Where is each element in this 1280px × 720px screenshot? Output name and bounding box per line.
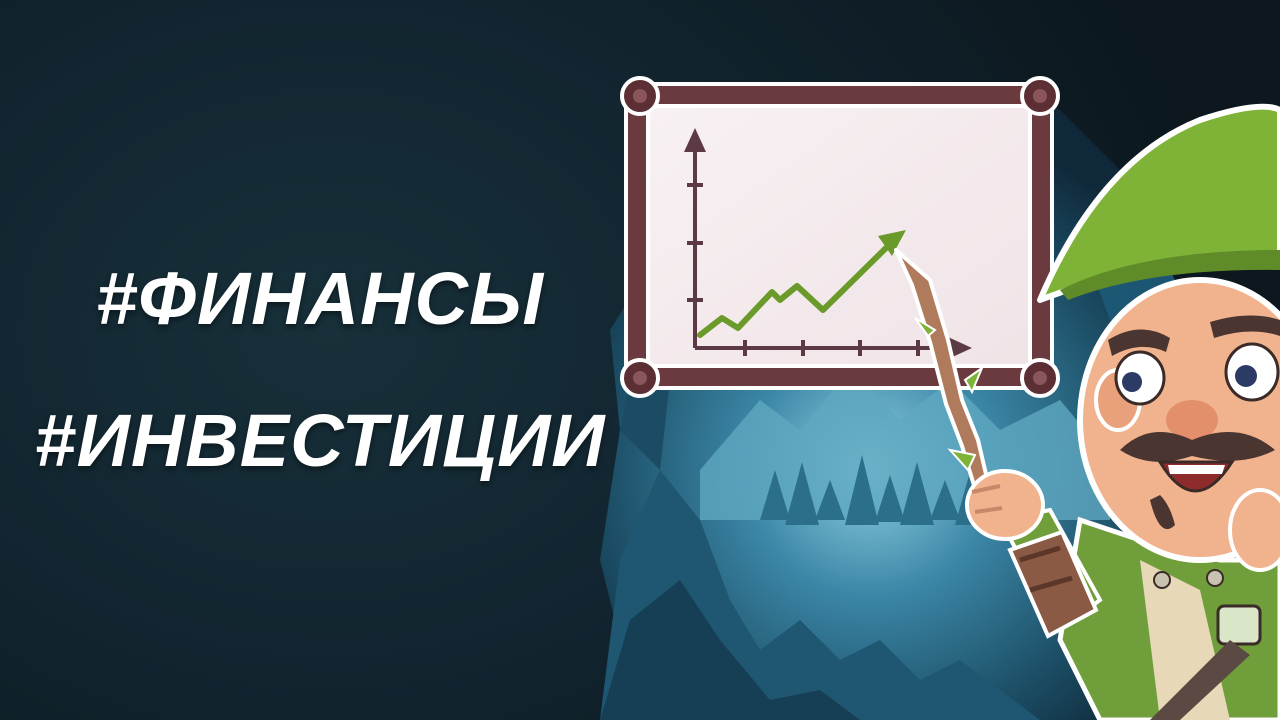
ranger-mascot-icon xyxy=(965,103,1280,720)
chart-board-icon xyxy=(620,76,1060,398)
hashtag-finance: #ФИНАНСЫ xyxy=(96,257,544,340)
hashtag-block: #ФИНАНСЫ #ИНВЕСТИЦИИ xyxy=(34,257,606,482)
hashtag-investments: #ИНВЕСТИЦИИ xyxy=(34,399,606,482)
